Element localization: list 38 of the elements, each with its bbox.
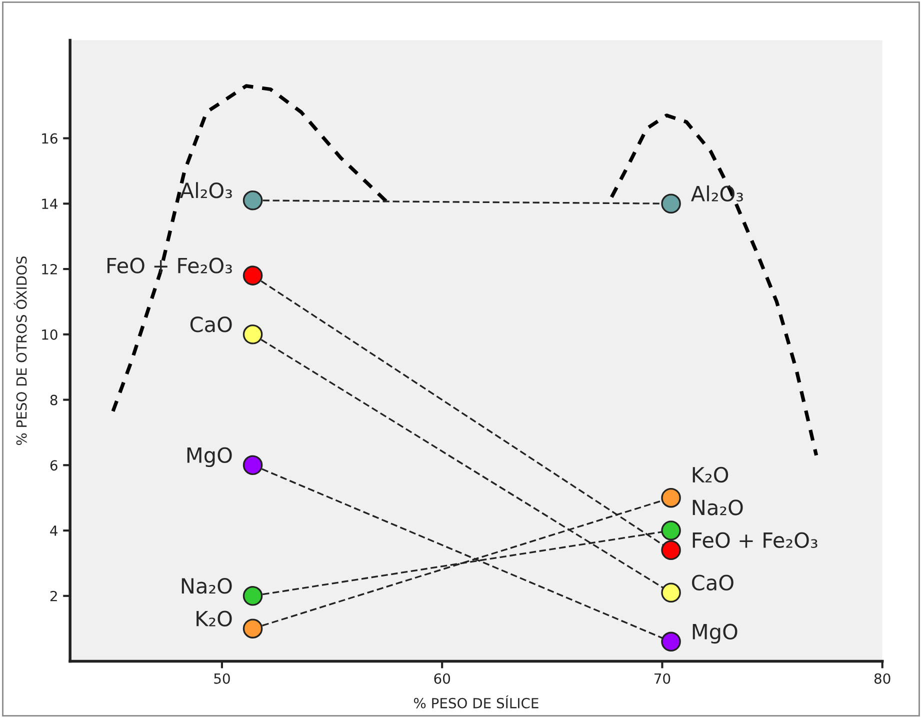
y-tick-label: 6 — [50, 460, 58, 471]
point — [242, 618, 263, 638]
point — [661, 488, 681, 508]
point — [242, 266, 263, 286]
point — [242, 190, 263, 210]
text: K₂O — [692, 466, 728, 483]
point — [242, 586, 263, 606]
series-label: Al₂O₃ — [691, 185, 743, 202]
y-tick-label: 10 — [42, 329, 58, 340]
series-label: FeO + Fe₂O₃ — [107, 258, 232, 274]
x-tick-label: 80 — [874, 673, 890, 684]
text: MgO — [692, 624, 738, 644]
point — [242, 324, 263, 344]
y-tick-label: 12 — [42, 264, 57, 274]
text: CaO — [190, 316, 232, 332]
point — [661, 632, 681, 652]
point — [661, 582, 681, 603]
series-label: CaO — [692, 574, 734, 591]
y-tick-label: 2 — [50, 590, 57, 602]
y-tick-label: 16 — [42, 133, 58, 144]
point — [661, 194, 681, 214]
point — [242, 455, 263, 476]
x-tick-label: 50 — [214, 673, 230, 684]
x-tick-label: 70 — [654, 673, 670, 684]
series-label: K₂O — [196, 610, 232, 626]
text: Na₂O — [692, 500, 743, 516]
text: Al₂O₃ — [180, 182, 232, 198]
series-label: MgO — [187, 447, 232, 468]
x-tick-label: 60 — [434, 673, 450, 684]
y-axis-title: % PESO DE OTROS ÓXIDOS — [14, 256, 27, 446]
series-label: Na₂O — [182, 578, 232, 594]
y-tick-label: 8 — [50, 394, 58, 406]
x-axis-title: % PESO DE SÍLICE — [414, 695, 538, 708]
y-tick-label: 14 — [42, 198, 58, 209]
point — [661, 520, 681, 540]
point — [661, 540, 681, 560]
text: FeO + Fe₂O₃ — [692, 532, 818, 548]
y-tick-label: 4 — [50, 526, 58, 536]
